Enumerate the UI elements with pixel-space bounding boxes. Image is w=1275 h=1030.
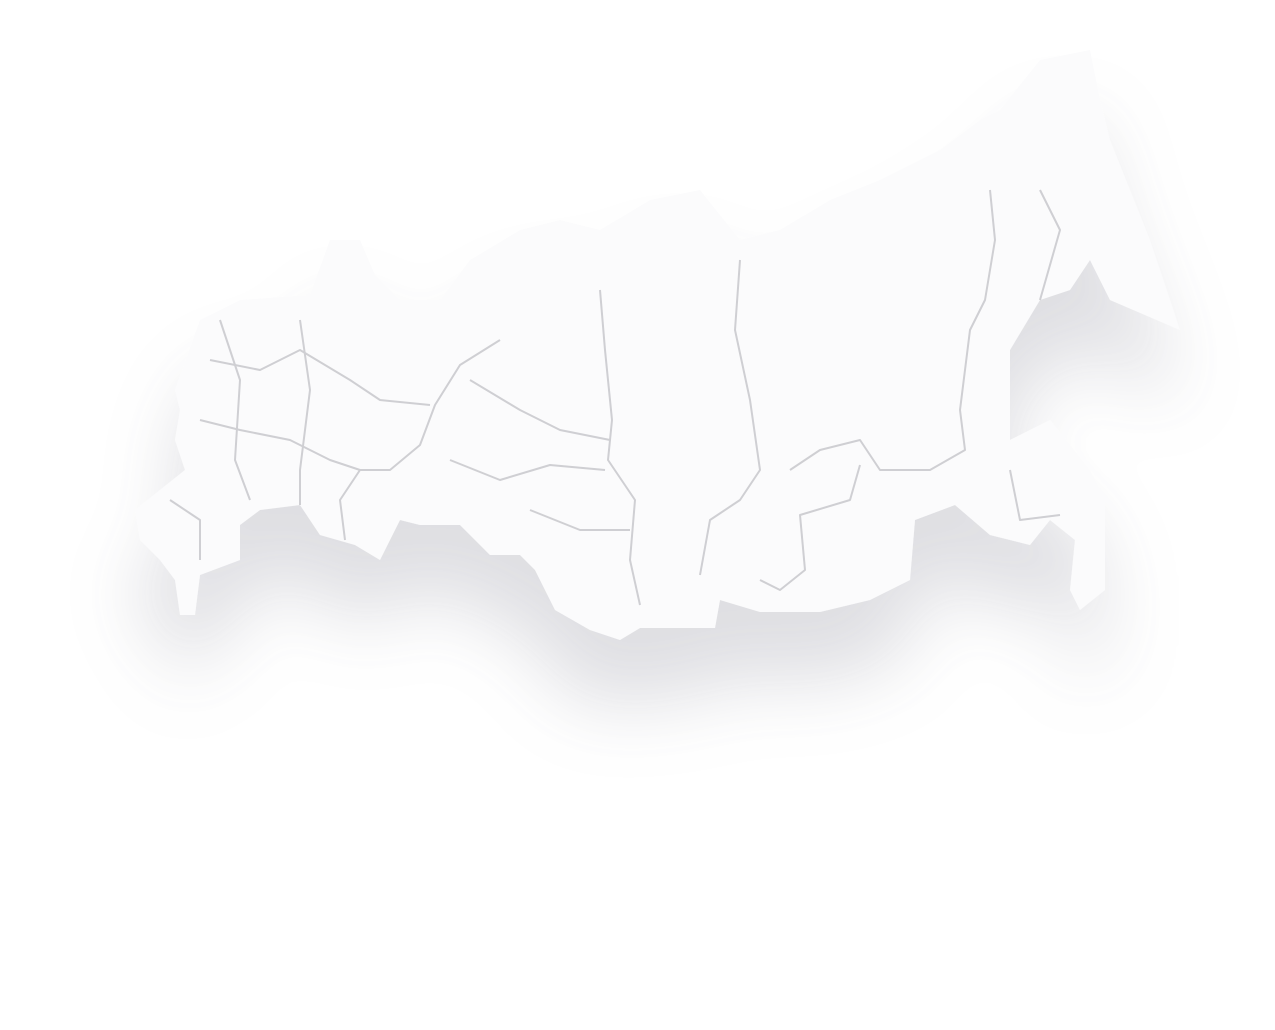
country	[135, 50, 1180, 640]
region-border	[789, 189, 996, 471]
region-border	[169, 499, 201, 560]
region-border	[199, 419, 361, 471]
region-border	[209, 349, 431, 406]
region-borders	[169, 189, 1061, 606]
region-border	[699, 259, 761, 576]
region-border	[599, 289, 641, 606]
region-border	[219, 319, 251, 501]
region-border	[449, 459, 606, 481]
region-border	[1009, 469, 1061, 521]
region-border	[529, 509, 630, 531]
country-shape	[135, 50, 1180, 640]
region-border	[1039, 189, 1061, 301]
region-border	[759, 464, 861, 591]
region-border	[299, 319, 311, 505]
region-border	[339, 339, 501, 541]
region-border	[469, 379, 611, 441]
